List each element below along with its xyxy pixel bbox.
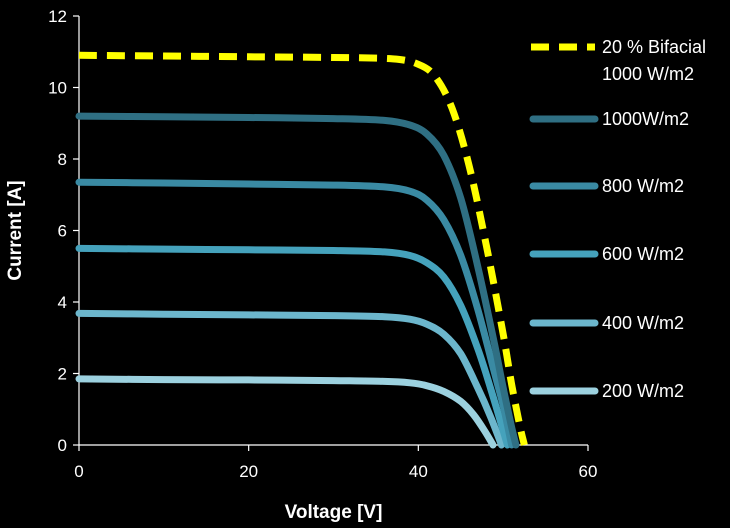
series-line-800-w-m2 — [75, 178, 516, 449]
legend-label: 800 W/m2 — [602, 176, 684, 196]
x-tick-label: 20 — [239, 462, 258, 481]
series-line-400-w-m2 — [75, 309, 505, 449]
legend-label: 1000W/m2 — [602, 109, 689, 129]
y-tick-label: 10 — [48, 79, 67, 98]
legend-label: 400 W/m2 — [602, 313, 684, 333]
y-tick-label: 12 — [48, 7, 67, 26]
series-line-600-w-m2 — [75, 244, 511, 449]
series-layer — [75, 51, 528, 449]
x-tick-label: 40 — [409, 462, 428, 481]
x-tick-label: 60 — [579, 462, 598, 481]
y-tick-label: 0 — [58, 436, 67, 455]
y-tick-label: 6 — [58, 222, 67, 241]
y-tick-label: 8 — [58, 150, 67, 169]
legend-label: 200 W/m2 — [602, 381, 684, 401]
legend: 20 % Bifacial 1000 W/m2 1000W/m2 800 W/m2 60… — [529, 37, 706, 401]
y-tick-label: 4 — [58, 293, 67, 312]
legend-label: 20 % Bifacial — [602, 37, 706, 57]
series-line-1000w-m2 — [75, 112, 520, 449]
y-axis-title: Current [A] — [5, 180, 26, 280]
tick-layer: 0 2 4 6 8 10 12 0 20 40 60 — [48, 7, 597, 481]
legend-label: 600 W/m2 — [602, 244, 684, 264]
x-tick-label: 0 — [74, 462, 83, 481]
y-tick-label: 2 — [58, 365, 67, 384]
series-line-200-w-m2 — [75, 375, 497, 449]
series-line-20-bifacial-1000-w-m2 — [78, 51, 528, 446]
x-axis-title: Voltage [V] — [285, 502, 383, 523]
legend-label: 1000 W/m2 — [602, 64, 694, 84]
